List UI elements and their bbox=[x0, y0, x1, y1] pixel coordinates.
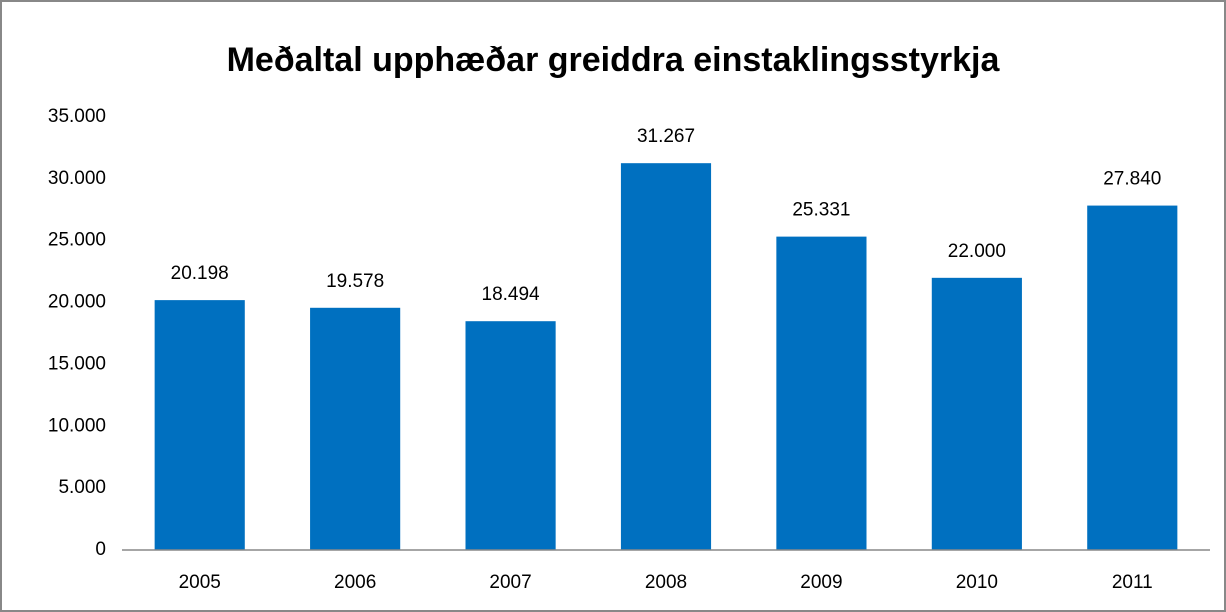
x-tick-label: 2005 bbox=[179, 572, 221, 593]
x-tick-label: 2007 bbox=[489, 572, 531, 593]
bar bbox=[465, 321, 556, 550]
bar bbox=[620, 163, 712, 550]
value-label: 31.267 bbox=[637, 126, 695, 147]
bar bbox=[310, 307, 401, 550]
value-label: 27.840 bbox=[1103, 169, 1161, 190]
y-tick-label: 30.000 bbox=[48, 168, 106, 189]
y-tick-label: 20.000 bbox=[48, 292, 106, 313]
x-tick-label: 2008 bbox=[645, 572, 687, 593]
value-label: 19.578 bbox=[326, 271, 384, 292]
bar bbox=[931, 277, 1022, 550]
value-label: 18.494 bbox=[482, 284, 541, 305]
y-tick-label: 10.000 bbox=[48, 415, 106, 436]
value-label: 22.000 bbox=[948, 241, 1006, 262]
x-tick-label: 2011 bbox=[1112, 572, 1153, 593]
bar bbox=[1087, 205, 1178, 551]
value-label: 25.331 bbox=[792, 200, 850, 221]
x-tick-label: 2010 bbox=[956, 572, 998, 593]
x-tick-label: 2006 bbox=[334, 572, 376, 593]
chart-title: Meðaltal upphæðar greiddra einstaklingss… bbox=[227, 41, 1001, 79]
x-tick-label: 2009 bbox=[800, 572, 842, 593]
y-tick-label: 5.000 bbox=[58, 477, 106, 498]
y-tick-label: 0 bbox=[95, 539, 106, 560]
bar bbox=[154, 300, 245, 550]
bar bbox=[776, 236, 867, 551]
y-tick-label: 35.000 bbox=[48, 106, 106, 127]
value-label: 20.198 bbox=[171, 263, 229, 284]
y-tick-label: 15.000 bbox=[48, 353, 106, 374]
y-tick-label: 25.000 bbox=[48, 230, 106, 251]
